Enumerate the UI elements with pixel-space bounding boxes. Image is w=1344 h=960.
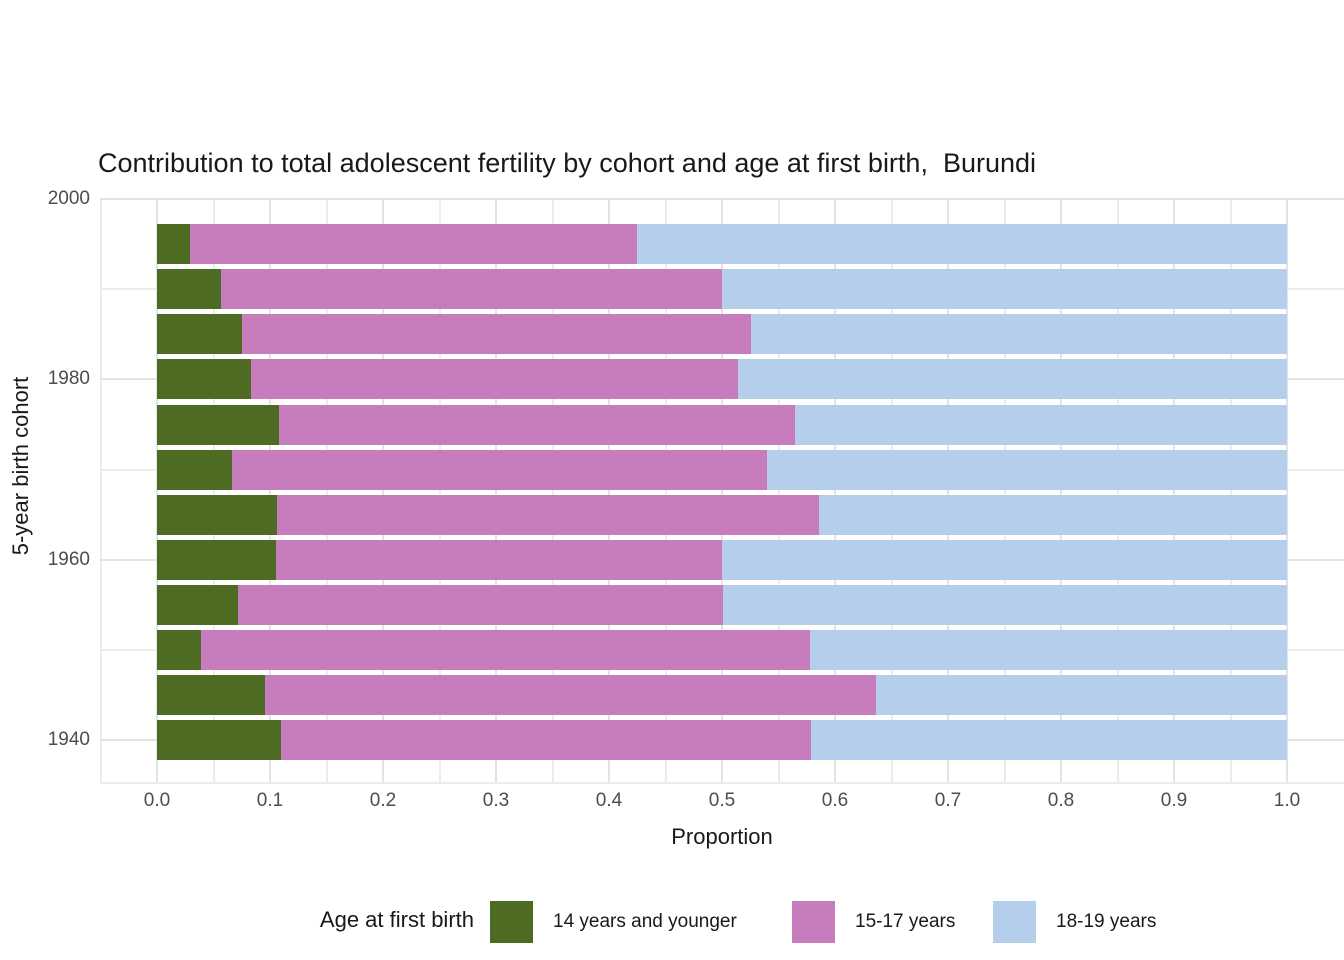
bar-segment	[276, 494, 820, 535]
legend-swatch-2	[792, 901, 835, 943]
legend-swatch-3	[993, 901, 1036, 943]
y-axis-title: 5-year birth cohort	[8, 376, 33, 556]
bar-segment	[637, 224, 1287, 265]
bar-segment	[275, 539, 722, 580]
y-tick-label: 1940	[47, 729, 90, 751]
bar-segment	[231, 449, 768, 490]
gridline-x-minor	[325, 198, 328, 784]
gridline-x-minor	[664, 198, 667, 784]
gridline-x-major	[608, 198, 610, 784]
x-tick-label: 0.6	[821, 790, 849, 811]
legend-title: Age at first birth	[319, 907, 474, 932]
x-tick-label: 0.3	[482, 790, 510, 811]
bar-segment	[751, 314, 1287, 355]
bar-segment	[265, 675, 876, 716]
legend-label-3: 18-19 years	[1056, 911, 1157, 932]
y-tick-label: 1980	[47, 368, 90, 390]
gridline-x-major	[495, 198, 497, 784]
bar-segment	[723, 584, 1287, 625]
bar-segment	[157, 449, 232, 490]
bar-segment	[875, 675, 1287, 716]
gridline-panel-bottom	[100, 782, 1344, 784]
bar-segment	[157, 494, 277, 535]
bar-segment	[157, 584, 239, 625]
x-tick-label: 0.4	[595, 790, 623, 811]
gridline-x-minor	[1003, 198, 1006, 784]
bar-segment	[722, 269, 1287, 310]
bar-segment	[157, 314, 242, 355]
gridline-x-major	[1060, 198, 1062, 784]
bar-segment	[250, 359, 738, 400]
plot-area	[100, 198, 1344, 784]
gridline-x-major	[1286, 198, 1288, 784]
gridline-x-major	[382, 198, 384, 784]
bar-segment	[241, 314, 752, 355]
gridline-x-minor	[777, 198, 780, 784]
x-tick-label: 1.0	[1273, 790, 1301, 811]
chart-title: Contribution to total adolescent fertili…	[98, 148, 1037, 178]
bar-segment	[767, 449, 1287, 490]
x-tick-label: 0.2	[369, 790, 397, 811]
bar-segment	[722, 539, 1287, 580]
bar-segment	[157, 720, 282, 761]
x-tick-label: 0.0	[143, 790, 171, 811]
gridline-x-major	[156, 198, 158, 784]
gridline-x-minor	[212, 198, 215, 784]
gridline-x-minor	[438, 198, 441, 784]
gridline-x-major	[947, 198, 949, 784]
bar-segment	[221, 269, 722, 310]
gridline-x-minor	[890, 198, 893, 784]
bar-segment	[157, 224, 190, 265]
bar-segment	[201, 630, 811, 670]
gridline-x-minor	[1229, 198, 1232, 784]
x-tick-label: 0.9	[1160, 790, 1188, 811]
gridline-x-minor	[551, 198, 554, 784]
bar-segment	[279, 404, 796, 445]
bar-segment	[157, 359, 251, 400]
bar-segment	[281, 720, 812, 761]
gridline-y-major	[100, 198, 1344, 200]
y-tick-label: 1960	[47, 548, 90, 570]
gridline-x-minor	[100, 198, 102, 784]
bar-segment	[157, 539, 276, 580]
bar-segment	[795, 404, 1287, 445]
bar-segment	[737, 359, 1287, 400]
x-tick-label: 0.5	[708, 790, 736, 811]
legend-label-2: 15-17 years	[855, 911, 956, 932]
bar-segment	[819, 494, 1287, 535]
x-tick-label: 0.7	[934, 790, 962, 811]
x-tick-label: 0.8	[1047, 790, 1075, 811]
gridline-x-major	[269, 198, 271, 784]
x-tick-label: 0.1	[256, 790, 284, 811]
gridline-x-minor	[1116, 198, 1119, 784]
bar-segment	[189, 224, 638, 265]
bar-segment	[157, 675, 266, 716]
bar-segment	[811, 720, 1287, 761]
gridline-x-major	[834, 198, 836, 784]
bar-segment	[238, 584, 724, 625]
gridline-x-major	[1173, 198, 1175, 784]
bar-segment	[157, 269, 222, 310]
bar-segment	[810, 630, 1287, 670]
gridline-x-major	[721, 198, 723, 784]
y-tick-label: 2000	[47, 188, 90, 209]
bar-segment	[157, 630, 202, 670]
legend-swatch-1	[490, 901, 533, 943]
legend-label-1: 14 years and younger	[553, 911, 737, 932]
x-axis-title: Proportion	[671, 824, 773, 849]
bar-segment	[157, 404, 280, 445]
